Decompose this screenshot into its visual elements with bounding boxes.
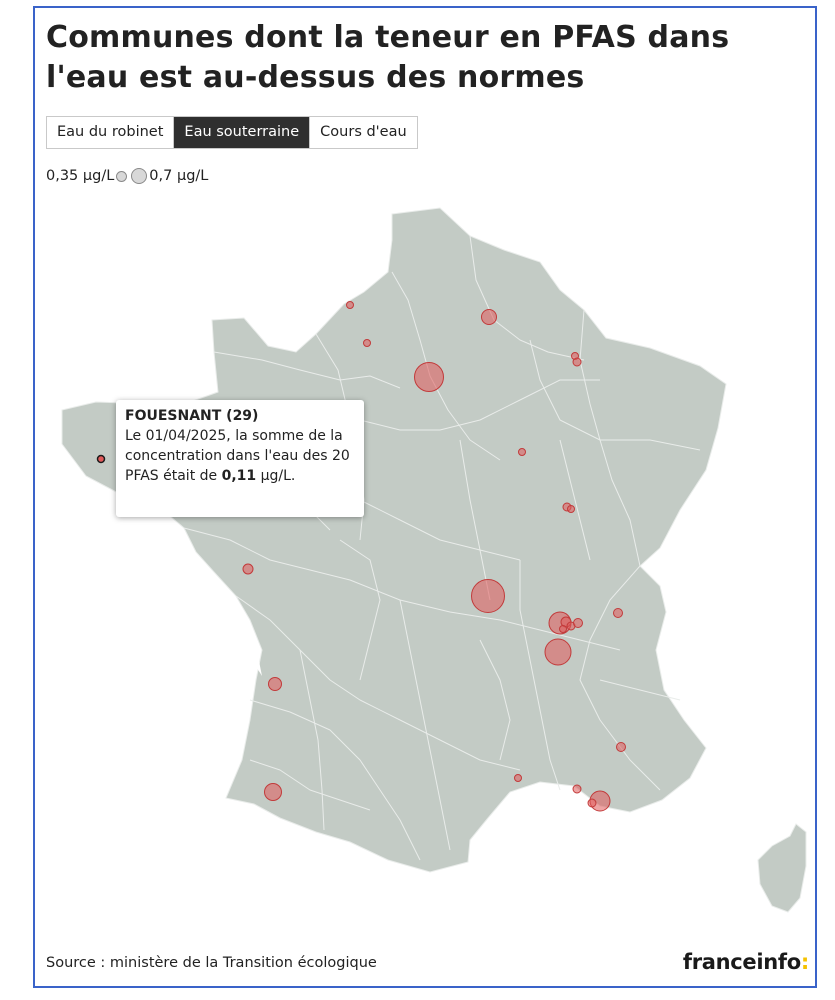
measurement-marker[interactable] [268,677,282,691]
source-note: Source : ministère de la Transition écol… [46,955,377,971]
page-title: Communes dont la teneur en PFAS dans l'e… [46,20,730,95]
measurement-marker[interactable] [544,638,572,666]
measurement-marker[interactable] [587,798,597,808]
franceinfo-logo: franceinfo: [683,950,809,974]
size-legend: 0,35 µg/L 0,7 µg/L [46,166,208,186]
legend-small-circle-icon [116,170,128,182]
measurement-marker[interactable] [264,783,282,801]
measurement-marker[interactable] [567,505,575,513]
measurement-marker[interactable] [363,339,371,347]
measurement-marker[interactable] [518,448,526,456]
tooltip-value: 0,11 [221,468,257,484]
measurement-marker[interactable] [414,362,444,392]
legend-large-label: 0,7 µg/L [149,168,209,184]
legend-small-label: 0,35 µg/L [46,168,115,184]
measurement-marker[interactable] [242,563,254,575]
logo-text: franceinfo [682,950,801,974]
tooltip-body: Le 01/04/2025, la somme de la concentrat… [125,426,355,486]
corsica-shape [757,823,807,913]
measurement-marker[interactable] [481,309,497,325]
measurement-marker[interactable] [559,625,567,633]
measurement-marker[interactable] [346,301,354,309]
legend-large-circle-icon [131,168,148,184]
tooltip: FOUESNANT (29) Le 01/04/2025, la somme d… [116,400,364,517]
tab-cours-d-eau[interactable]: Cours d'eau [310,117,417,148]
measurement-marker[interactable] [572,357,582,367]
tab-eau-souterraine[interactable]: Eau souterraine [174,117,311,148]
selected-marker[interactable] [96,454,106,464]
france-mainland-shape [61,207,727,873]
logo-colon: : [800,950,809,974]
measurement-marker[interactable] [573,618,583,628]
tooltip-title: FOUESNANT (29) [125,408,259,424]
tooltip-text: Le 01/04/2025, la somme de la concentrat… [125,428,350,484]
measurement-marker[interactable] [613,608,623,618]
tab-eau-du-robinet[interactable]: Eau du robinet [47,117,175,148]
gironde-estuary [240,634,262,676]
measurement-marker[interactable] [572,784,582,794]
measurement-marker[interactable] [471,579,505,613]
measurement-marker[interactable] [514,774,522,782]
tooltip-unit: µg/L. [256,468,296,484]
measurement-marker[interactable] [616,742,626,752]
marker-layer [242,301,626,812]
tab-bar: Eau du robinet Eau souterraine Cours d'e… [46,116,418,149]
